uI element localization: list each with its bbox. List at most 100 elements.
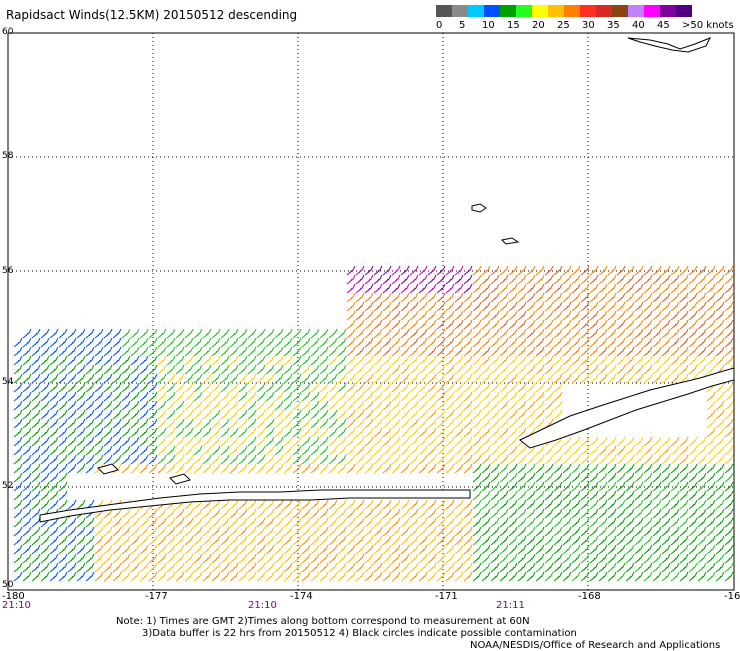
wind-barb (391, 265, 401, 276)
wind-barb (652, 373, 662, 384)
wind-barb (697, 445, 707, 456)
wind-barb (85, 400, 95, 411)
wind-barb (616, 571, 626, 582)
wind-barb (130, 337, 140, 348)
wind-barb (589, 499, 599, 510)
wind-barb (661, 292, 671, 303)
wind-barb (454, 328, 464, 339)
wind-barb (31, 382, 41, 393)
wind-barb (220, 445, 230, 456)
wind-barb (382, 535, 392, 546)
wind-barb (427, 454, 437, 465)
wind-barb (283, 346, 293, 357)
wind-barb (598, 526, 608, 537)
wind-barb (31, 454, 41, 465)
wind-barb (364, 454, 374, 465)
wind-barb (688, 526, 698, 537)
wind-barb (652, 445, 662, 456)
wind-barb (436, 517, 446, 528)
wind-barb (652, 292, 662, 303)
wind-barb (40, 454, 50, 465)
wind-barb (94, 553, 104, 564)
wind-barb (391, 310, 401, 321)
wind-barb (148, 544, 158, 555)
wind-barb (184, 427, 194, 438)
wind-barb (139, 445, 149, 456)
wind-barb (670, 490, 680, 501)
wind-barb (607, 310, 617, 321)
wind-barb (490, 571, 500, 582)
wind-barb (598, 328, 608, 339)
wind-barb (454, 535, 464, 546)
wind-barb (247, 535, 257, 546)
wind-barb (238, 409, 248, 420)
coastline (169, 473, 191, 485)
wind-barb (517, 418, 527, 429)
wind-barb (634, 562, 644, 573)
wind-barb (121, 535, 131, 546)
wind-barb (445, 373, 455, 384)
wind-barb (265, 553, 275, 564)
wind-barb (103, 445, 113, 456)
wind-barb (634, 274, 644, 285)
wind-barb (427, 445, 437, 456)
wind-barb (661, 364, 671, 375)
wind-barb (706, 508, 716, 519)
wind-barb (58, 427, 68, 438)
wind-barb (40, 364, 50, 375)
wind-barb (688, 535, 698, 546)
wind-barb (364, 562, 374, 573)
wind-barb (139, 373, 149, 384)
wind-barb (121, 463, 131, 474)
wind-barb (337, 328, 347, 339)
wind-barb (22, 445, 32, 456)
wind-barb (580, 562, 590, 573)
wind-barb (292, 346, 302, 357)
wind-barb (481, 481, 491, 492)
wind-barb (148, 526, 158, 537)
wind-barb (283, 328, 293, 339)
wind-barb (391, 418, 401, 429)
wind-barb (121, 544, 131, 555)
wind-barb (382, 319, 392, 330)
wind-barb (472, 454, 482, 465)
wind-barb (634, 499, 644, 510)
wind-barb (175, 382, 185, 393)
wind-barb (625, 454, 635, 465)
wind-barb (382, 274, 392, 285)
wind-barb (148, 328, 158, 339)
wind-barb (346, 463, 356, 474)
wind-barb (121, 508, 131, 519)
wind-barb (67, 571, 77, 582)
wind-barb (688, 436, 698, 447)
wind-barb (499, 364, 509, 375)
wind-barb (112, 391, 122, 402)
wind-barb (373, 553, 383, 564)
wind-barb (382, 553, 392, 564)
wind-barb (562, 535, 572, 546)
wind-barb (139, 553, 149, 564)
wind-barb (355, 409, 365, 420)
wind-barb (580, 535, 590, 546)
wind-barb (346, 346, 356, 357)
wind-barb (688, 364, 698, 375)
wind-barb (724, 427, 734, 438)
wind-barb (661, 562, 671, 573)
wind-barb (499, 283, 509, 294)
wind-barb (337, 436, 347, 447)
wind-barb (175, 391, 185, 402)
wind-barb (211, 436, 221, 447)
wind-barb (463, 337, 473, 348)
wind-barb (292, 553, 302, 564)
wind-barb (139, 535, 149, 546)
wind-barb (508, 436, 518, 447)
wind-barb (157, 454, 167, 465)
wind-barb (445, 346, 455, 357)
wind-barb (454, 517, 464, 528)
wind-barb (193, 427, 203, 438)
wind-barb (400, 391, 410, 402)
wind-barb (265, 391, 275, 402)
wind-barb (40, 373, 50, 384)
wind-barb (481, 310, 491, 321)
wind-barb (571, 562, 581, 573)
